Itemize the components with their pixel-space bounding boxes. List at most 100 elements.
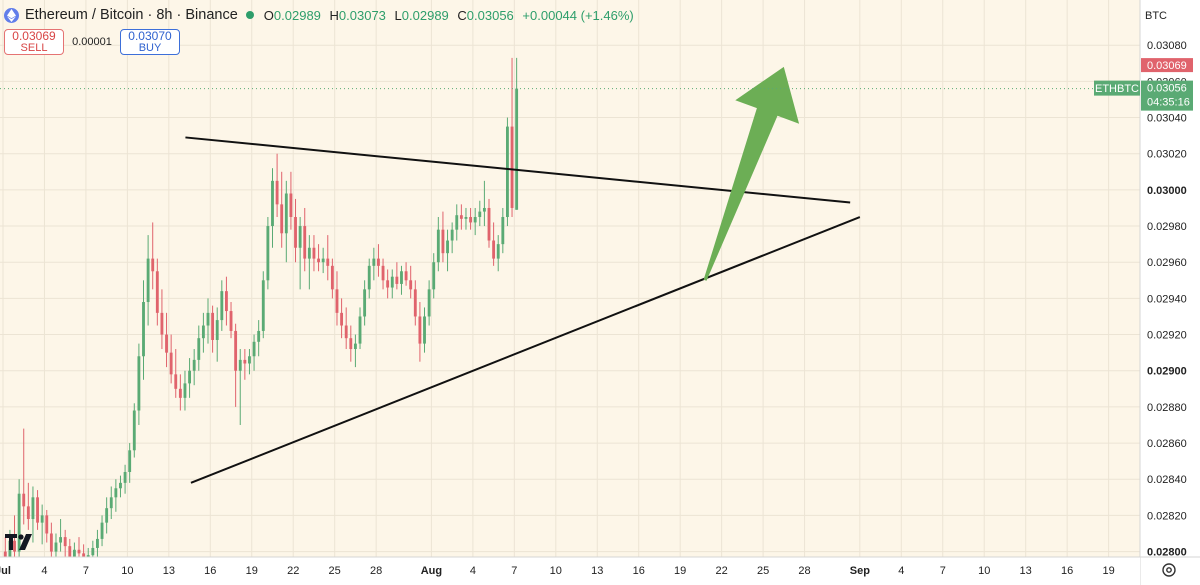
sell-price: 0.03069 (12, 29, 56, 43)
price-tick-label: 0.03000 (1147, 185, 1187, 197)
time-tick-label: Aug (421, 565, 442, 577)
candle-body (330, 265, 334, 290)
market-open-status-icon (245, 11, 254, 19)
candle-body (119, 482, 122, 489)
candle-body (72, 549, 76, 557)
candle-body (409, 280, 413, 290)
price-tick-label: 0.02820 (1147, 510, 1187, 522)
candle-body (469, 217, 473, 223)
candle-body (63, 537, 67, 547)
candle-body (271, 180, 274, 227)
candle-body (266, 226, 270, 281)
chart-header: Ethereum / Bitcoin · 8h · Binance O0.029… (4, 4, 639, 26)
candle-body (105, 508, 109, 523)
time-tick-label: Jul (0, 565, 11, 577)
high-value: 0.03073 (338, 7, 386, 23)
candle-body (17, 493, 21, 552)
candle-body (151, 258, 155, 272)
time-tick-label: 28 (798, 565, 810, 577)
candle-body (229, 311, 233, 331)
symbol-title[interactable]: Ethereum / Bitcoin · 8h · Binance (25, 7, 238, 23)
time-tick-label: 19 (1102, 565, 1114, 577)
candle-body (40, 515, 44, 523)
candle-body (201, 325, 205, 339)
tradingview-logo-icon[interactable] (5, 530, 35, 556)
candle-body (432, 262, 436, 290)
candle-body (68, 546, 72, 557)
time-tick-label: 19 (674, 565, 686, 577)
candle-body (358, 316, 362, 344)
price-marker-countdown: 04:35:16 (1147, 97, 1190, 109)
price-tick-label: 0.02940 (1147, 293, 1187, 305)
candle-body (146, 258, 150, 303)
gear-icon[interactable] (1160, 561, 1178, 579)
trendline-lower-support (190, 216, 861, 484)
sell-button[interactable]: 0.03069 SELL (4, 29, 64, 55)
candle-body (109, 497, 113, 509)
trend-drawings[interactable] (185, 66, 861, 484)
candles (3, 57, 519, 585)
candle-body (487, 207, 491, 241)
candle-body (390, 276, 394, 288)
price-markers: 0.03069 0.03056 04:35:16 ETHBTC (1094, 58, 1193, 111)
candle-body (473, 217, 477, 223)
open-value: 0.02989 (273, 7, 321, 23)
candle-body (96, 538, 99, 548)
buy-label: BUY (138, 42, 162, 54)
candle-body (515, 88, 519, 210)
candle-body (298, 226, 302, 248)
candle-body (478, 211, 482, 218)
candle-body (100, 522, 104, 539)
candle-body (165, 334, 168, 353)
candle-body (289, 193, 293, 218)
time-tick-label: 25 (329, 565, 341, 577)
currency-selector[interactable]: BTC (1145, 10, 1167, 22)
candle-body (257, 330, 261, 342)
candle-body (114, 488, 118, 498)
candle-body (427, 289, 431, 317)
time-tick-label: 28 (370, 565, 382, 577)
candle-body (340, 312, 344, 326)
candle-body (142, 302, 145, 357)
time-axis-panel[interactable] (0, 557, 1140, 585)
time-tick-label: 16 (204, 565, 216, 577)
price-tick-label: 0.02960 (1147, 257, 1187, 269)
candle-body (459, 215, 463, 219)
candle-body (455, 215, 459, 230)
price-tick-label: 0.03020 (1147, 149, 1187, 161)
candle-body (169, 352, 173, 375)
candle-body (492, 240, 496, 259)
candle-body (280, 204, 284, 234)
candle-body (506, 126, 509, 218)
price-tick-label: 0.02980 (1147, 221, 1187, 233)
time-tick-label: 22 (287, 565, 299, 577)
buy-button[interactable]: 0.03070 BUY (120, 29, 180, 55)
time-tick-label: 13 (591, 565, 603, 577)
price-tick-label: 0.02840 (1147, 474, 1187, 486)
time-tick-label: 10 (550, 565, 562, 577)
candle-body (335, 289, 339, 313)
time-tick-label: Sep (850, 565, 870, 577)
price-marker-value: 0.03069 (1147, 60, 1187, 72)
candle-body (22, 493, 26, 507)
candle-body (132, 410, 136, 451)
symbol-tag (1094, 80, 1140, 96)
candle-body (26, 506, 30, 520)
time-tick-label: 13 (1020, 565, 1032, 577)
candle-body (317, 258, 320, 263)
candle-body (197, 338, 201, 360)
candle-body (234, 330, 238, 371)
time-tick-label: 22 (716, 565, 728, 577)
time-tick-label: 7 (940, 565, 946, 577)
candle-body (248, 356, 251, 364)
trade-panel: 0.03069 SELL 0.00001 0.03070 BUY (4, 29, 180, 55)
candle-body (45, 515, 49, 534)
candle-body (137, 356, 141, 411)
low-value: 0.02989 (401, 7, 449, 23)
candle-body (238, 359, 242, 371)
candle-body (36, 497, 39, 523)
candle-body (215, 320, 219, 340)
price-marker-value: 0.03056 (1147, 83, 1187, 95)
time-tick-label: 13 (163, 565, 175, 577)
